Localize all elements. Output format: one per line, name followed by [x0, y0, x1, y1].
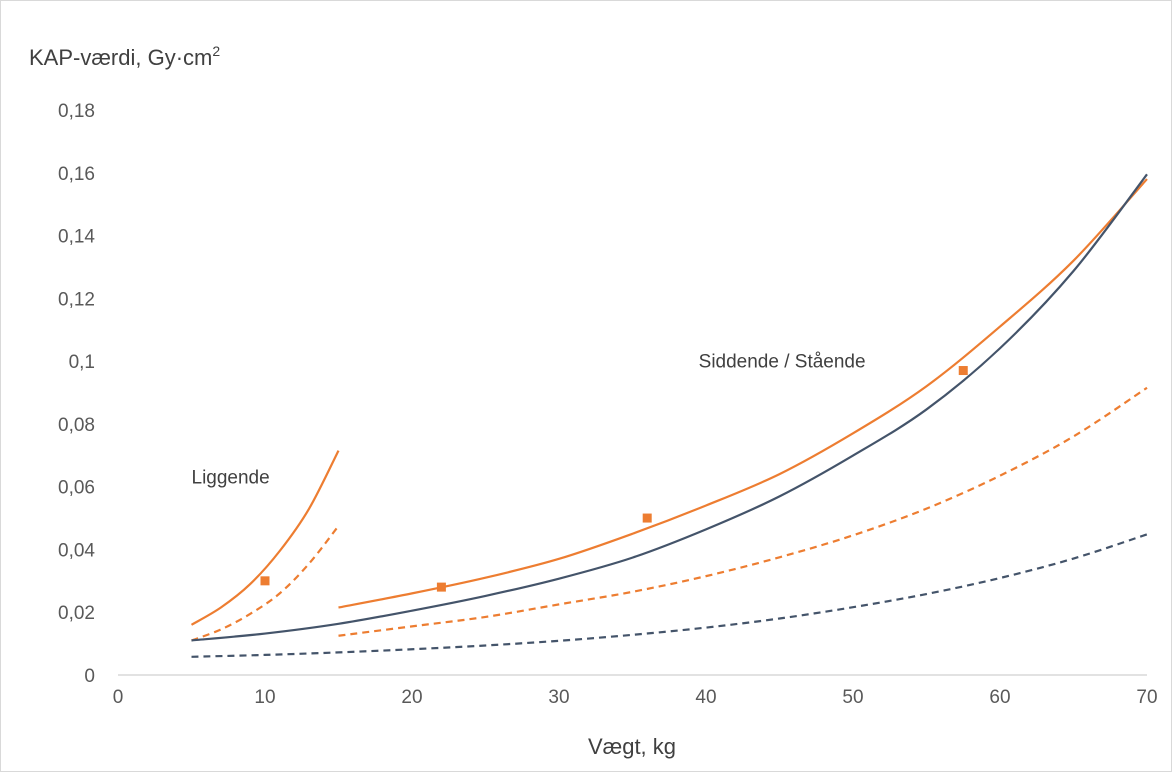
x-tick-label: 30 [548, 687, 569, 708]
y-tick-label: 0,14 [58, 227, 95, 248]
x-tick-label: 20 [401, 687, 422, 708]
x-tick-label: 0 [113, 687, 124, 708]
series-line-5 [191, 173, 1148, 642]
data-point-marker [958, 366, 968, 376]
series-line-6 [191, 533, 1148, 658]
annotations: Liggende Siddende / Stående [192, 351, 866, 488]
data-point-marker [260, 576, 270, 586]
x-tick-label: 60 [989, 687, 1010, 708]
y-axis-title-text: KAP-værdi, Gy·cm [29, 45, 212, 70]
data-point-marker [642, 513, 652, 523]
series-line-3 [338, 178, 1148, 609]
series-line-2 [191, 525, 340, 642]
series-line-4 [338, 386, 1148, 637]
x-tick-label: 40 [695, 687, 716, 708]
x-tick-labels: 0 10 20 30 40 50 60 70 [113, 687, 1158, 708]
y-tick-labels: 0 0,02 0,04 0,06 0,08 0,1 0,12 0,14 0,16 0,18 [58, 101, 95, 687]
x-tick-label: 10 [254, 687, 275, 708]
data-points [260, 366, 968, 592]
y-axis-title: KAP-værdi, Gy·cm2 [29, 43, 220, 70]
y-tick-label: 0,12 [58, 289, 95, 310]
y-tick-label: 0,1 [69, 352, 95, 373]
y-tick-label: 0,06 [58, 478, 95, 499]
x-axis-title: Vægt, kg [588, 734, 676, 759]
x-tick-label: 50 [842, 687, 863, 708]
annotation-label: Siddende / Stående [699, 351, 866, 372]
y-tick-label: 0,08 [58, 415, 95, 436]
x-tick-label: 70 [1136, 687, 1157, 708]
series-lines [190, 173, 1148, 658]
y-tick-label: 0,02 [58, 603, 95, 624]
y-tick-label: 0 [84, 666, 95, 687]
series-line-1 [190, 450, 340, 626]
data-point-marker [436, 582, 446, 592]
y-tick-label: 0,16 [58, 164, 95, 185]
y-tick-label: 0,18 [58, 101, 95, 122]
y-axis-title-superscript: 2 [212, 43, 220, 59]
y-tick-label: 0,04 [58, 540, 95, 561]
annotation-label: Liggende [192, 468, 270, 489]
